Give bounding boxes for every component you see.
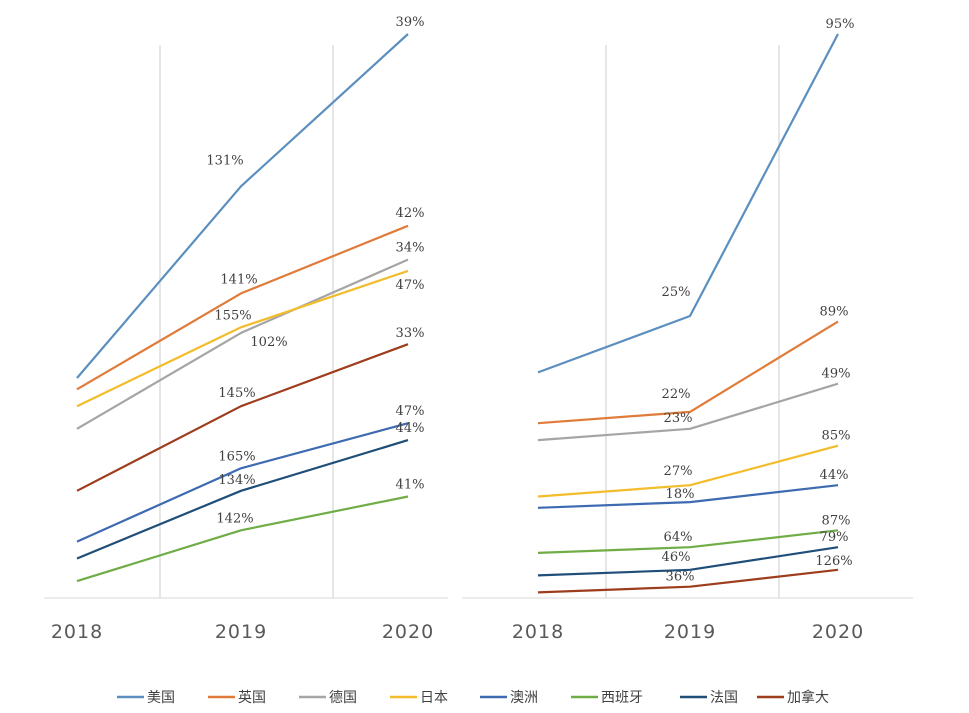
- legend-item-加拿大: 加拿大: [757, 689, 829, 706]
- data-label: 33%: [396, 326, 425, 341]
- data-label: 89%: [820, 305, 849, 320]
- data-label: 44%: [820, 468, 849, 483]
- x-tick-label: 2018: [51, 621, 103, 643]
- data-label: 47%: [396, 278, 425, 293]
- series-line-英国: [537, 320, 839, 425]
- legend-item-澳洲: 澳洲: [480, 690, 538, 706]
- series-line-法国: [76, 439, 409, 560]
- legend-label: 澳洲: [510, 690, 538, 706]
- series-line-德国: [76, 258, 409, 430]
- series-line-美国: [76, 33, 409, 379]
- x-tick-label: 2020: [382, 621, 434, 643]
- data-label: 47%: [396, 404, 425, 419]
- series-line-西班牙: [537, 529, 839, 554]
- data-label: 39%: [396, 15, 425, 30]
- series-line-法国: [537, 546, 839, 577]
- legend-item-西班牙: 西班牙: [571, 690, 643, 706]
- series-line-澳洲: [537, 484, 839, 509]
- legend-item-法国: 法国: [680, 690, 738, 706]
- legend-label: 美国: [147, 690, 175, 706]
- series-line-日本: [76, 269, 409, 408]
- data-label: 142%: [216, 511, 253, 526]
- data-label: 22%: [662, 387, 691, 402]
- series-line-英国: [76, 224, 409, 391]
- data-label: 126%: [815, 554, 852, 569]
- data-label: 102%: [250, 335, 287, 350]
- legend-label: 法国: [710, 690, 738, 706]
- series-line-加拿大: [76, 343, 409, 492]
- x-tick-label: 2019: [664, 621, 716, 643]
- legend-label: 西班牙: [601, 690, 643, 706]
- data-label: 46%: [662, 550, 691, 565]
- data-label: 165%: [218, 449, 255, 464]
- data-label: 18%: [666, 487, 695, 502]
- chart-panel-2: 2018 2019 2020 25% 95% 22% 89% 23% 49% 27% 85% 18% 4…: [462, 17, 913, 643]
- data-label: 25%: [662, 285, 691, 300]
- data-label: 85%: [822, 429, 851, 444]
- series-line-加拿大: [537, 568, 839, 594]
- legend-item-日本: 日本: [390, 690, 448, 706]
- legend-label: 德国: [329, 690, 357, 706]
- data-label: 44%: [396, 421, 425, 436]
- data-label: 145%: [218, 386, 255, 401]
- series-line-澳洲: [76, 422, 409, 543]
- data-label: 79%: [820, 530, 849, 545]
- data-label: 23%: [664, 411, 693, 426]
- data-label: 134%: [218, 473, 255, 488]
- series-line-美国: [537, 33, 839, 374]
- legend-label: 加拿大: [787, 689, 829, 706]
- legend-label: 日本: [420, 690, 448, 706]
- legend: 美国 英国 德国 日本 澳洲 西班牙 法国 加拿大: [117, 689, 829, 706]
- legend-item-英国: 英国: [208, 689, 266, 706]
- series-line-日本: [537, 444, 839, 498]
- x-tick-label: 2018: [512, 621, 564, 643]
- x-tick-label: 2020: [812, 621, 864, 643]
- data-label: 131%: [206, 153, 243, 168]
- legend-item-德国: 德国: [299, 690, 357, 706]
- data-label: 87%: [822, 513, 851, 528]
- legend-item-美国: 美国: [117, 690, 175, 706]
- data-label: 41%: [396, 477, 425, 492]
- x-tick-label: 2019: [215, 621, 267, 643]
- data-label: 34%: [396, 241, 425, 256]
- data-label: 49%: [822, 367, 851, 382]
- series-line-德国: [537, 382, 839, 442]
- legend-label: 英国: [238, 689, 266, 706]
- data-label: 155%: [214, 308, 251, 323]
- data-label: 27%: [664, 464, 693, 479]
- data-label: 42%: [396, 206, 425, 221]
- data-label: 95%: [826, 17, 855, 32]
- data-label: 141%: [220, 272, 257, 287]
- chart-panel-1: 2018 2019 2020 131% 39% 141% 42% 102% 34% 155% 47%…: [44, 15, 448, 643]
- data-label: 36%: [666, 570, 695, 585]
- data-label: 64%: [664, 530, 693, 545]
- series-line-西班牙: [76, 495, 409, 583]
